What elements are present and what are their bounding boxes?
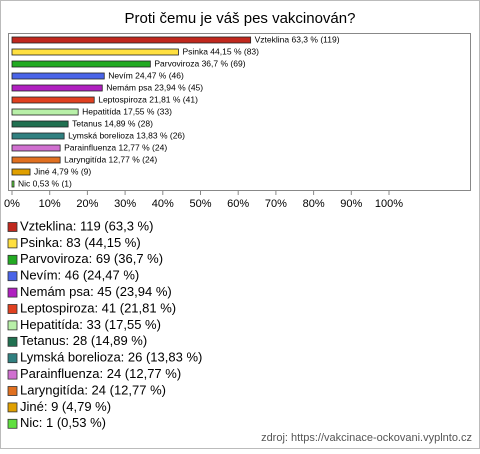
x-tick-label: 50%	[189, 198, 211, 210]
x-tick-label: 30%	[114, 198, 136, 210]
legend-swatch	[7, 287, 18, 298]
bar	[11, 96, 95, 104]
data-label: Tetanus 14,89 % (28)	[72, 118, 153, 128]
x-tick-label: 0%	[4, 198, 20, 210]
bar	[11, 132, 65, 140]
data-label: Lymská borelioza 13,83 % (26)	[68, 130, 185, 140]
bar	[11, 180, 15, 188]
x-tick-label: 20%	[76, 198, 98, 210]
legend-swatch	[7, 386, 18, 396]
x-tick-label: 70%	[265, 198, 287, 210]
source: zdroj: https://vakcinace-ockovani.vyplnt…	[261, 432, 472, 444]
x-tick-label: 60%	[227, 198, 249, 210]
bar	[11, 108, 79, 116]
plot-area	[8, 33, 471, 191]
x-tick-label: 80%	[303, 198, 325, 210]
data-label: Nic 0,53 % (1)	[18, 178, 72, 188]
bar	[11, 60, 151, 68]
legend-swatch	[7, 238, 18, 249]
data-label: Parainfluenza 12,77 % (24)	[64, 142, 167, 152]
legend-label: Lymská borelioza: 26 (13,83 %)	[20, 350, 202, 365]
data-label: Hepatitída 17,55 % (33)	[82, 106, 172, 116]
bar	[11, 168, 31, 176]
legend-swatch	[7, 304, 18, 314]
x-tick-label: 90%	[340, 198, 362, 210]
legend-label: Nemám psa: 45 (23,94 %)	[20, 284, 172, 299]
bar	[11, 48, 179, 56]
bar	[11, 120, 69, 128]
bar	[11, 72, 105, 80]
legend-swatch	[7, 402, 18, 413]
data-label: Leptospiroza 21,81 % (41)	[98, 94, 198, 104]
data-label: Jiné 4,79 % (9)	[34, 166, 91, 176]
legend-label: Leptospiroza: 41 (21,81 %)	[20, 300, 176, 315]
data-label: Psinka 44,15 % (83)	[182, 46, 259, 56]
legend-swatch	[7, 353, 18, 364]
legend-label: Tetanus: 28 (14,89 %)	[20, 333, 147, 348]
legend-label: Laryngitída: 24 (12,77 %)	[20, 382, 166, 397]
bar	[11, 36, 252, 44]
x-tick-label: 100%	[375, 198, 403, 210]
legend-swatch	[7, 336, 18, 347]
legend-swatch	[7, 254, 18, 265]
data-label: Nevím 24,47 % (46)	[108, 70, 184, 80]
legend-label: Parainfluenza: 24 (12,77 %)	[20, 366, 181, 381]
legend-label: Nic: 1 (0,53 %)	[20, 415, 106, 430]
bar	[11, 156, 61, 164]
legend-swatch	[7, 369, 18, 380]
legend-swatch	[7, 271, 18, 282]
data-label: Nemám psa 23,94 % (45)	[106, 82, 203, 92]
data-label: Laryngitída 12,77 % (24)	[64, 154, 157, 164]
data-label: Vzteklina 63,3 % (119)	[255, 34, 340, 44]
legend-label: Jiné: 9 (4,79 %)	[20, 399, 111, 414]
legend-label: Psinka: 83 (44,15 %)	[20, 235, 141, 250]
legend-swatch	[7, 418, 18, 429]
legend-swatch	[7, 222, 18, 232]
legend-label: Parvoviroza: 69 (36,7 %)	[20, 251, 163, 266]
bar	[11, 144, 61, 152]
x-tick-label: 40%	[152, 198, 174, 210]
legend-label: Vzteklina: 119 (63,3 %)	[20, 218, 153, 233]
legend-swatch	[7, 320, 18, 331]
data-label: Parvoviroza 36,7 % (69)	[154, 58, 245, 68]
bar	[11, 84, 103, 92]
legend-label: Hepatitída: 33 (17,55 %)	[20, 317, 161, 332]
chart-title: Proti čemu je váš pes vakcinován?	[125, 10, 356, 27]
legend-label: Nevím: 46 (24,47 %)	[20, 268, 139, 283]
x-tick-label: 10%	[39, 198, 61, 210]
